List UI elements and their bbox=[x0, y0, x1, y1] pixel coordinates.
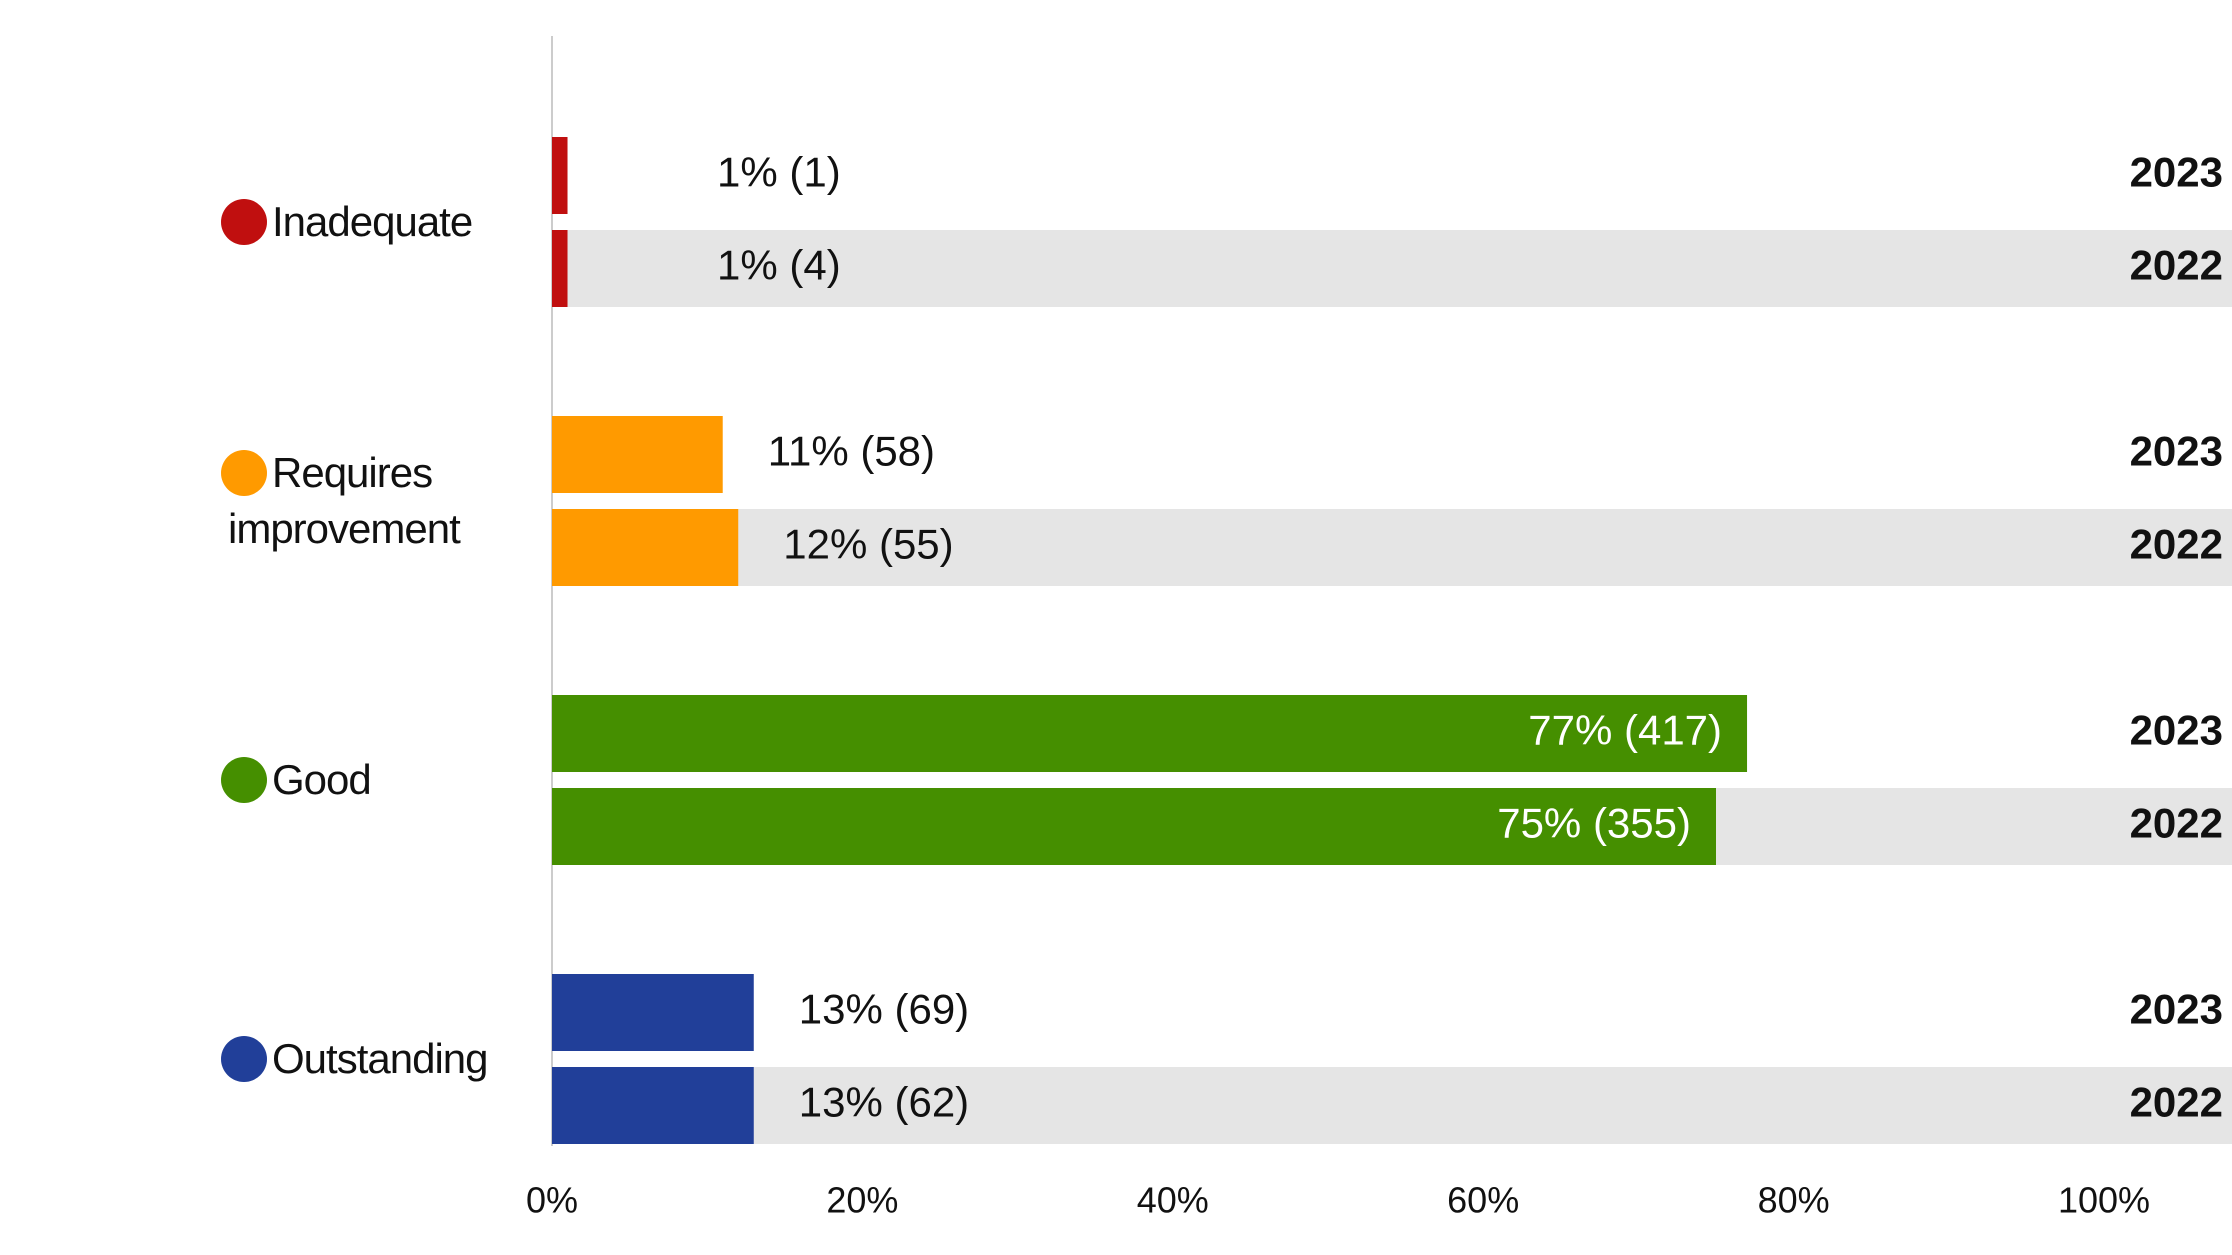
series-label: 2022 bbox=[2130, 521, 2223, 568]
legend-dot bbox=[221, 1036, 267, 1082]
x-tick-label: 20% bbox=[826, 1180, 898, 1221]
legend-dot bbox=[221, 199, 267, 245]
x-tick-label: 40% bbox=[1137, 1180, 1209, 1221]
category-label: Requires improvement bbox=[228, 449, 461, 552]
value-label: 77% (417) bbox=[1528, 707, 1722, 754]
series-label: 2022 bbox=[2130, 1079, 2223, 1126]
bar bbox=[552, 137, 568, 214]
value-label: 1% (4) bbox=[717, 242, 841, 289]
category-label: Inadequate bbox=[272, 198, 473, 245]
legend-dot bbox=[221, 450, 267, 496]
value-label: 12% (55) bbox=[783, 521, 953, 568]
series-label: 2023 bbox=[2130, 428, 2223, 475]
bar bbox=[552, 416, 723, 493]
value-label: 75% (355) bbox=[1497, 800, 1691, 847]
row-band bbox=[552, 230, 2232, 307]
bar bbox=[552, 788, 1716, 865]
x-tick-label: 100% bbox=[2058, 1180, 2150, 1221]
category-label: Good bbox=[272, 756, 372, 803]
category-label: Outstanding bbox=[272, 1035, 489, 1082]
series-label: 2022 bbox=[2130, 800, 2223, 847]
series-label: 2023 bbox=[2130, 707, 2223, 754]
bar bbox=[552, 695, 1748, 772]
bar bbox=[552, 509, 739, 586]
value-label: 13% (69) bbox=[799, 986, 969, 1033]
bar bbox=[552, 974, 754, 1051]
x-tick-label: 80% bbox=[1758, 1180, 1830, 1221]
value-label: 11% (58) bbox=[768, 428, 935, 475]
bar bbox=[552, 230, 568, 307]
row-band bbox=[552, 1067, 2232, 1144]
series-label: 2023 bbox=[2130, 986, 2223, 1033]
series-label: 2023 bbox=[2130, 149, 2223, 196]
row-band bbox=[552, 509, 2232, 586]
x-tick-label: 0% bbox=[526, 1180, 578, 1221]
legend-dot bbox=[221, 757, 267, 803]
value-label: 13% (62) bbox=[799, 1079, 969, 1126]
value-label: 1% (1) bbox=[717, 149, 841, 196]
x-tick-label: 60% bbox=[1447, 1180, 1519, 1221]
series-label: 2022 bbox=[2130, 242, 2223, 289]
bar bbox=[552, 1067, 754, 1144]
